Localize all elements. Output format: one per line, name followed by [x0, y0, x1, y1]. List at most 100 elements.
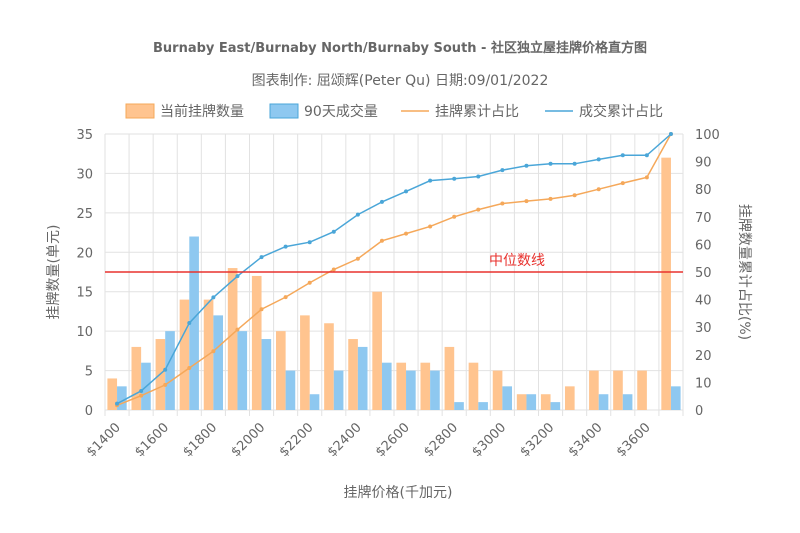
- sold-cumulative-point[interactable]: [452, 176, 457, 181]
- listing-bar[interactable]: [107, 378, 118, 410]
- legend-label-listing-cum[interactable]: 挂牌累计占比: [435, 103, 519, 120]
- sold-cumulative-point[interactable]: [572, 161, 577, 166]
- listing-bar[interactable]: [564, 386, 575, 410]
- sold-cumulative-point[interactable]: [307, 240, 312, 245]
- listing-bar[interactable]: [444, 346, 455, 410]
- listing-bar[interactable]: [516, 394, 527, 410]
- sold-cumulative-point[interactable]: [620, 153, 625, 158]
- listing-cumulative-point[interactable]: [404, 231, 409, 236]
- sold-cumulative-point[interactable]: [331, 229, 336, 234]
- sold-bar[interactable]: [333, 370, 344, 410]
- sold-bar[interactable]: [454, 402, 464, 410]
- listing-cumulative-point[interactable]: [596, 187, 601, 192]
- sold-bar[interactable]: [261, 339, 272, 410]
- legend-label-listing[interactable]: 当前挂牌数量: [160, 103, 244, 120]
- sold-cumulative-point[interactable]: [211, 295, 216, 300]
- listing-cumulative-point[interactable]: [572, 193, 577, 198]
- sold-cumulative-point[interactable]: [187, 321, 192, 326]
- listing-bar[interactable]: [613, 370, 623, 410]
- sold-bar[interactable]: [670, 386, 681, 410]
- listing-cumulative-point[interactable]: [235, 327, 240, 332]
- listing-bar[interactable]: [251, 275, 262, 410]
- listing-cumulative-point[interactable]: [355, 256, 360, 261]
- sold-bar[interactable]: [189, 236, 199, 410]
- legend-swatch-sold[interactable]: [269, 103, 299, 119]
- listing-bar[interactable]: [227, 268, 238, 410]
- sold-cumulative-point[interactable]: [139, 388, 144, 393]
- sold-bar[interactable]: [478, 402, 488, 410]
- listing-bar[interactable]: [300, 315, 310, 410]
- listing-cumulative-point[interactable]: [452, 214, 457, 219]
- sold-cumulative-point[interactable]: [379, 199, 384, 204]
- sold-cumulative-point[interactable]: [524, 163, 529, 168]
- listing-cumulative-point[interactable]: [283, 295, 288, 300]
- listing-bar[interactable]: [540, 394, 551, 410]
- sold-cumulative-point[interactable]: [163, 367, 168, 372]
- sold-bar[interactable]: [406, 370, 416, 410]
- sold-bar[interactable]: [237, 331, 248, 410]
- sold-cumulative-point[interactable]: [404, 189, 409, 194]
- listing-bar[interactable]: [372, 291, 382, 410]
- y-left-tick-label: 0: [85, 404, 93, 419]
- sold-bar[interactable]: [117, 386, 127, 410]
- listing-bar[interactable]: [131, 346, 142, 410]
- listing-cumulative-point[interactable]: [644, 175, 649, 180]
- listing-cumulative-point[interactable]: [259, 307, 264, 312]
- listing-cumulative-point[interactable]: [307, 280, 312, 285]
- legend-label-sold-cum[interactable]: 成交累计占比: [579, 103, 663, 120]
- listing-bar[interactable]: [589, 370, 599, 410]
- listing-bar[interactable]: [492, 370, 503, 410]
- sold-bar[interactable]: [502, 386, 513, 410]
- sold-bar[interactable]: [550, 402, 561, 410]
- listing-cumulative-point[interactable]: [500, 201, 505, 206]
- sold-bar[interactable]: [430, 370, 440, 410]
- sold-bar[interactable]: [213, 315, 224, 410]
- sold-bar[interactable]: [309, 394, 320, 410]
- sold-cumulative-point[interactable]: [668, 132, 673, 136]
- sold-cumulative-point[interactable]: [115, 401, 120, 406]
- listing-cumulative-point[interactable]: [476, 207, 481, 212]
- listing-cumulative-point[interactable]: [548, 196, 553, 201]
- listing-cumulative-point[interactable]: [379, 238, 384, 243]
- sold-bar[interactable]: [598, 394, 609, 410]
- sold-cumulative-point[interactable]: [644, 153, 649, 158]
- listing-bar[interactable]: [324, 323, 334, 410]
- sold-bar[interactable]: [526, 394, 537, 410]
- listing-bar[interactable]: [275, 331, 286, 410]
- listing-bar[interactable]: [348, 339, 358, 410]
- sold-bar[interactable]: [357, 346, 368, 410]
- sold-cumulative-point[interactable]: [235, 274, 240, 279]
- listing-cumulative-point[interactable]: [163, 382, 168, 387]
- listing-cumulative-point[interactable]: [331, 267, 336, 272]
- listing-bar[interactable]: [396, 362, 407, 410]
- listing-bar[interactable]: [179, 299, 190, 410]
- sold-cumulative-point[interactable]: [596, 157, 601, 162]
- sold-cumulative-point[interactable]: [259, 255, 264, 260]
- listing-bar[interactable]: [420, 362, 431, 410]
- listing-cumulative-point[interactable]: [524, 199, 529, 204]
- x-tick-label: $1800: [180, 420, 220, 460]
- sold-bar[interactable]: [165, 331, 175, 410]
- legend-swatch-listing[interactable]: [125, 103, 155, 119]
- sold-cumulative-point[interactable]: [500, 168, 505, 173]
- listing-bar[interactable]: [468, 362, 479, 410]
- sold-bar[interactable]: [285, 370, 296, 410]
- listing-cumulative-point[interactable]: [211, 349, 216, 354]
- sold-cumulative-point[interactable]: [283, 244, 288, 249]
- listing-cumulative-line: [116, 133, 672, 407]
- listing-cumulative-point[interactable]: [187, 366, 192, 371]
- listing-bar[interactable]: [661, 157, 671, 410]
- legend-label-sold[interactable]: 90天成交量: [304, 103, 378, 120]
- listing-cumulative-point[interactable]: [139, 393, 144, 398]
- listing-cumulative-point[interactable]: [620, 181, 625, 186]
- listing-bar[interactable]: [637, 370, 647, 410]
- sold-cumulative-point[interactable]: [548, 161, 553, 166]
- sold-cumulative-point[interactable]: [476, 174, 481, 179]
- sold-bar[interactable]: [381, 362, 392, 410]
- sold-cumulative-point[interactable]: [355, 212, 360, 217]
- sold-bar[interactable]: [622, 394, 633, 410]
- x-tick-label: $2400: [325, 420, 365, 460]
- listing-cumulative-point[interactable]: [428, 224, 433, 229]
- sold-cumulative-point[interactable]: [428, 178, 433, 183]
